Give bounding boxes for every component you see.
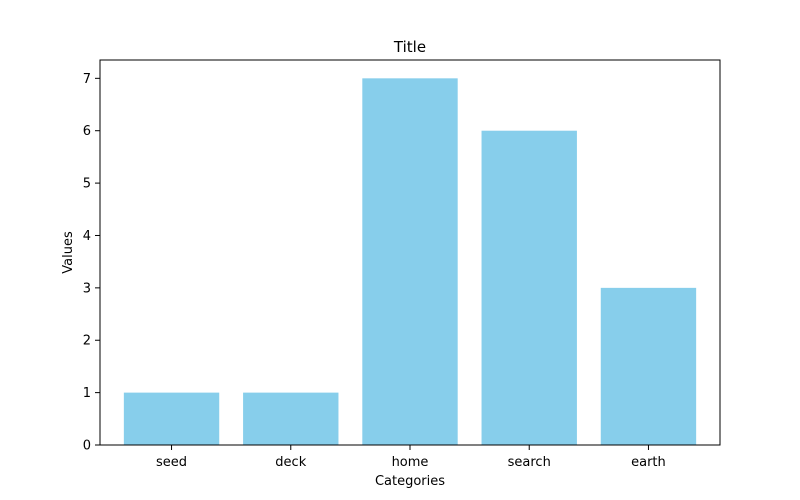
y-tick-label: 6	[83, 124, 91, 139]
y-tick-label: 1	[83, 386, 91, 401]
y-axis-ticks: 0 1 2 3 4 5 6 7	[83, 72, 100, 454]
y-tick-label: 0	[83, 439, 91, 454]
plot-frame	[99, 59, 721, 446]
y-axis-label: Values	[61, 231, 76, 274]
x-tick-label: earth	[631, 455, 666, 470]
bars-layer	[123, 78, 697, 445]
x-tick-label: home	[392, 455, 429, 470]
bar-deck	[243, 392, 339, 445]
bar-search	[481, 130, 577, 445]
bar-earth	[600, 287, 697, 445]
y-tick-label: 2	[83, 334, 91, 349]
x-axis-ticks: seed deck home search earth	[156, 445, 666, 470]
x-tick-label: search	[508, 455, 551, 470]
x-axis-label: Categories	[375, 474, 445, 489]
y-tick-label: 4	[83, 229, 91, 244]
x-tick-label: deck	[275, 455, 306, 470]
bar-home	[362, 78, 458, 445]
x-tick-label: seed	[156, 455, 187, 470]
bar-seed	[123, 392, 220, 445]
y-tick-label: 7	[83, 72, 91, 87]
chart-title: Title	[393, 38, 426, 56]
y-tick-label: 3	[83, 281, 91, 296]
y-tick-label: 5	[83, 177, 91, 192]
